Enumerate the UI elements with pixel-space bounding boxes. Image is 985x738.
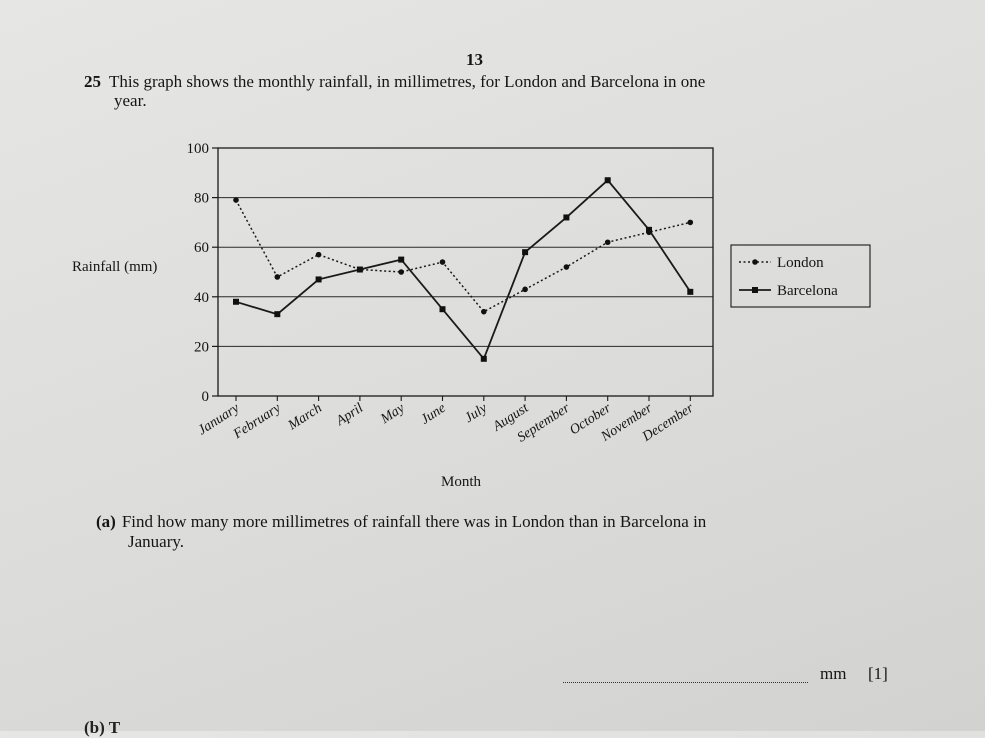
point-barcelona-february — [274, 311, 281, 318]
point-london-october — [604, 239, 611, 246]
question-25: 25 This graph shows the monthly rainfall,… — [84, 72, 844, 110]
answer-marks: [1] — [868, 664, 888, 683]
part-b-cutoff-text: (b) T — [84, 718, 121, 737]
point-barcelona-march — [315, 276, 322, 283]
legend-marker-barcelona — [752, 287, 758, 293]
point-london-july — [481, 308, 487, 315]
part-a-text-line-1: Find how many more millimetres of rainfa… — [121, 512, 707, 531]
part-a-label: (a) — [96, 512, 116, 531]
y-tick-label-80: 80 — [194, 191, 209, 207]
point-barcelona-september — [563, 214, 570, 221]
point-london-march — [315, 251, 322, 258]
question-number: 25 — [84, 72, 101, 91]
point-barcelona-august — [522, 249, 529, 256]
legend-box — [730, 244, 871, 308]
part-a: (a) Find how many more millimetres of rai… — [96, 512, 896, 552]
question-text-line-2: year. — [114, 91, 147, 110]
point-london-september — [563, 264, 570, 270]
x-tick-label-may: May — [377, 400, 408, 427]
point-barcelona-june — [439, 306, 446, 313]
y-tick-label-60: 60 — [194, 240, 209, 256]
x-axis-label: Month — [441, 474, 482, 490]
point-london-june — [439, 259, 446, 265]
point-london-january — [233, 197, 239, 203]
legend-marker-london — [752, 259, 758, 265]
point-london-may — [398, 269, 405, 275]
point-london-august — [522, 286, 528, 293]
point-barcelona-october — [604, 177, 611, 184]
y-tick-label-20: 20 — [194, 339, 209, 355]
y-tick-label-100: 100 — [187, 141, 210, 157]
y-axis-label: Rainfall (mm) — [72, 259, 157, 275]
x-tick-label-june: June — [418, 401, 448, 428]
point-barcelona-december — [687, 288, 694, 295]
series-line-barcelona — [235, 178, 692, 361]
plot-frame — [217, 147, 714, 397]
point-london-february — [274, 274, 281, 280]
x-tick-label-february: February — [230, 400, 284, 442]
point-london-december — [687, 219, 694, 226]
part-a-text-line-2: January. — [128, 532, 185, 551]
point-barcelona-april — [356, 266, 363, 273]
answer-line[interactable] — [563, 682, 808, 683]
question-text-line-1: This graph shows the monthly rainfall, i… — [109, 72, 706, 91]
point-barcelona-november — [646, 226, 652, 233]
x-tick-label-april: April — [333, 401, 366, 430]
y-tick-label-0: 0 — [202, 389, 210, 405]
answer-unit: mm — [820, 664, 847, 683]
point-barcelona-may — [398, 256, 405, 263]
point-barcelona-january — [233, 298, 239, 305]
x-tick-label-march: March — [285, 401, 325, 434]
point-barcelona-july — [480, 355, 487, 362]
y-tick-label-40: 40 — [194, 290, 209, 306]
page-number: 13 — [466, 50, 483, 69]
legend-label-barcelona: Barcelona — [777, 283, 838, 299]
legend-label-london: London — [777, 255, 824, 271]
series-line-london — [235, 199, 691, 313]
x-tick-label-july: July — [462, 400, 490, 426]
